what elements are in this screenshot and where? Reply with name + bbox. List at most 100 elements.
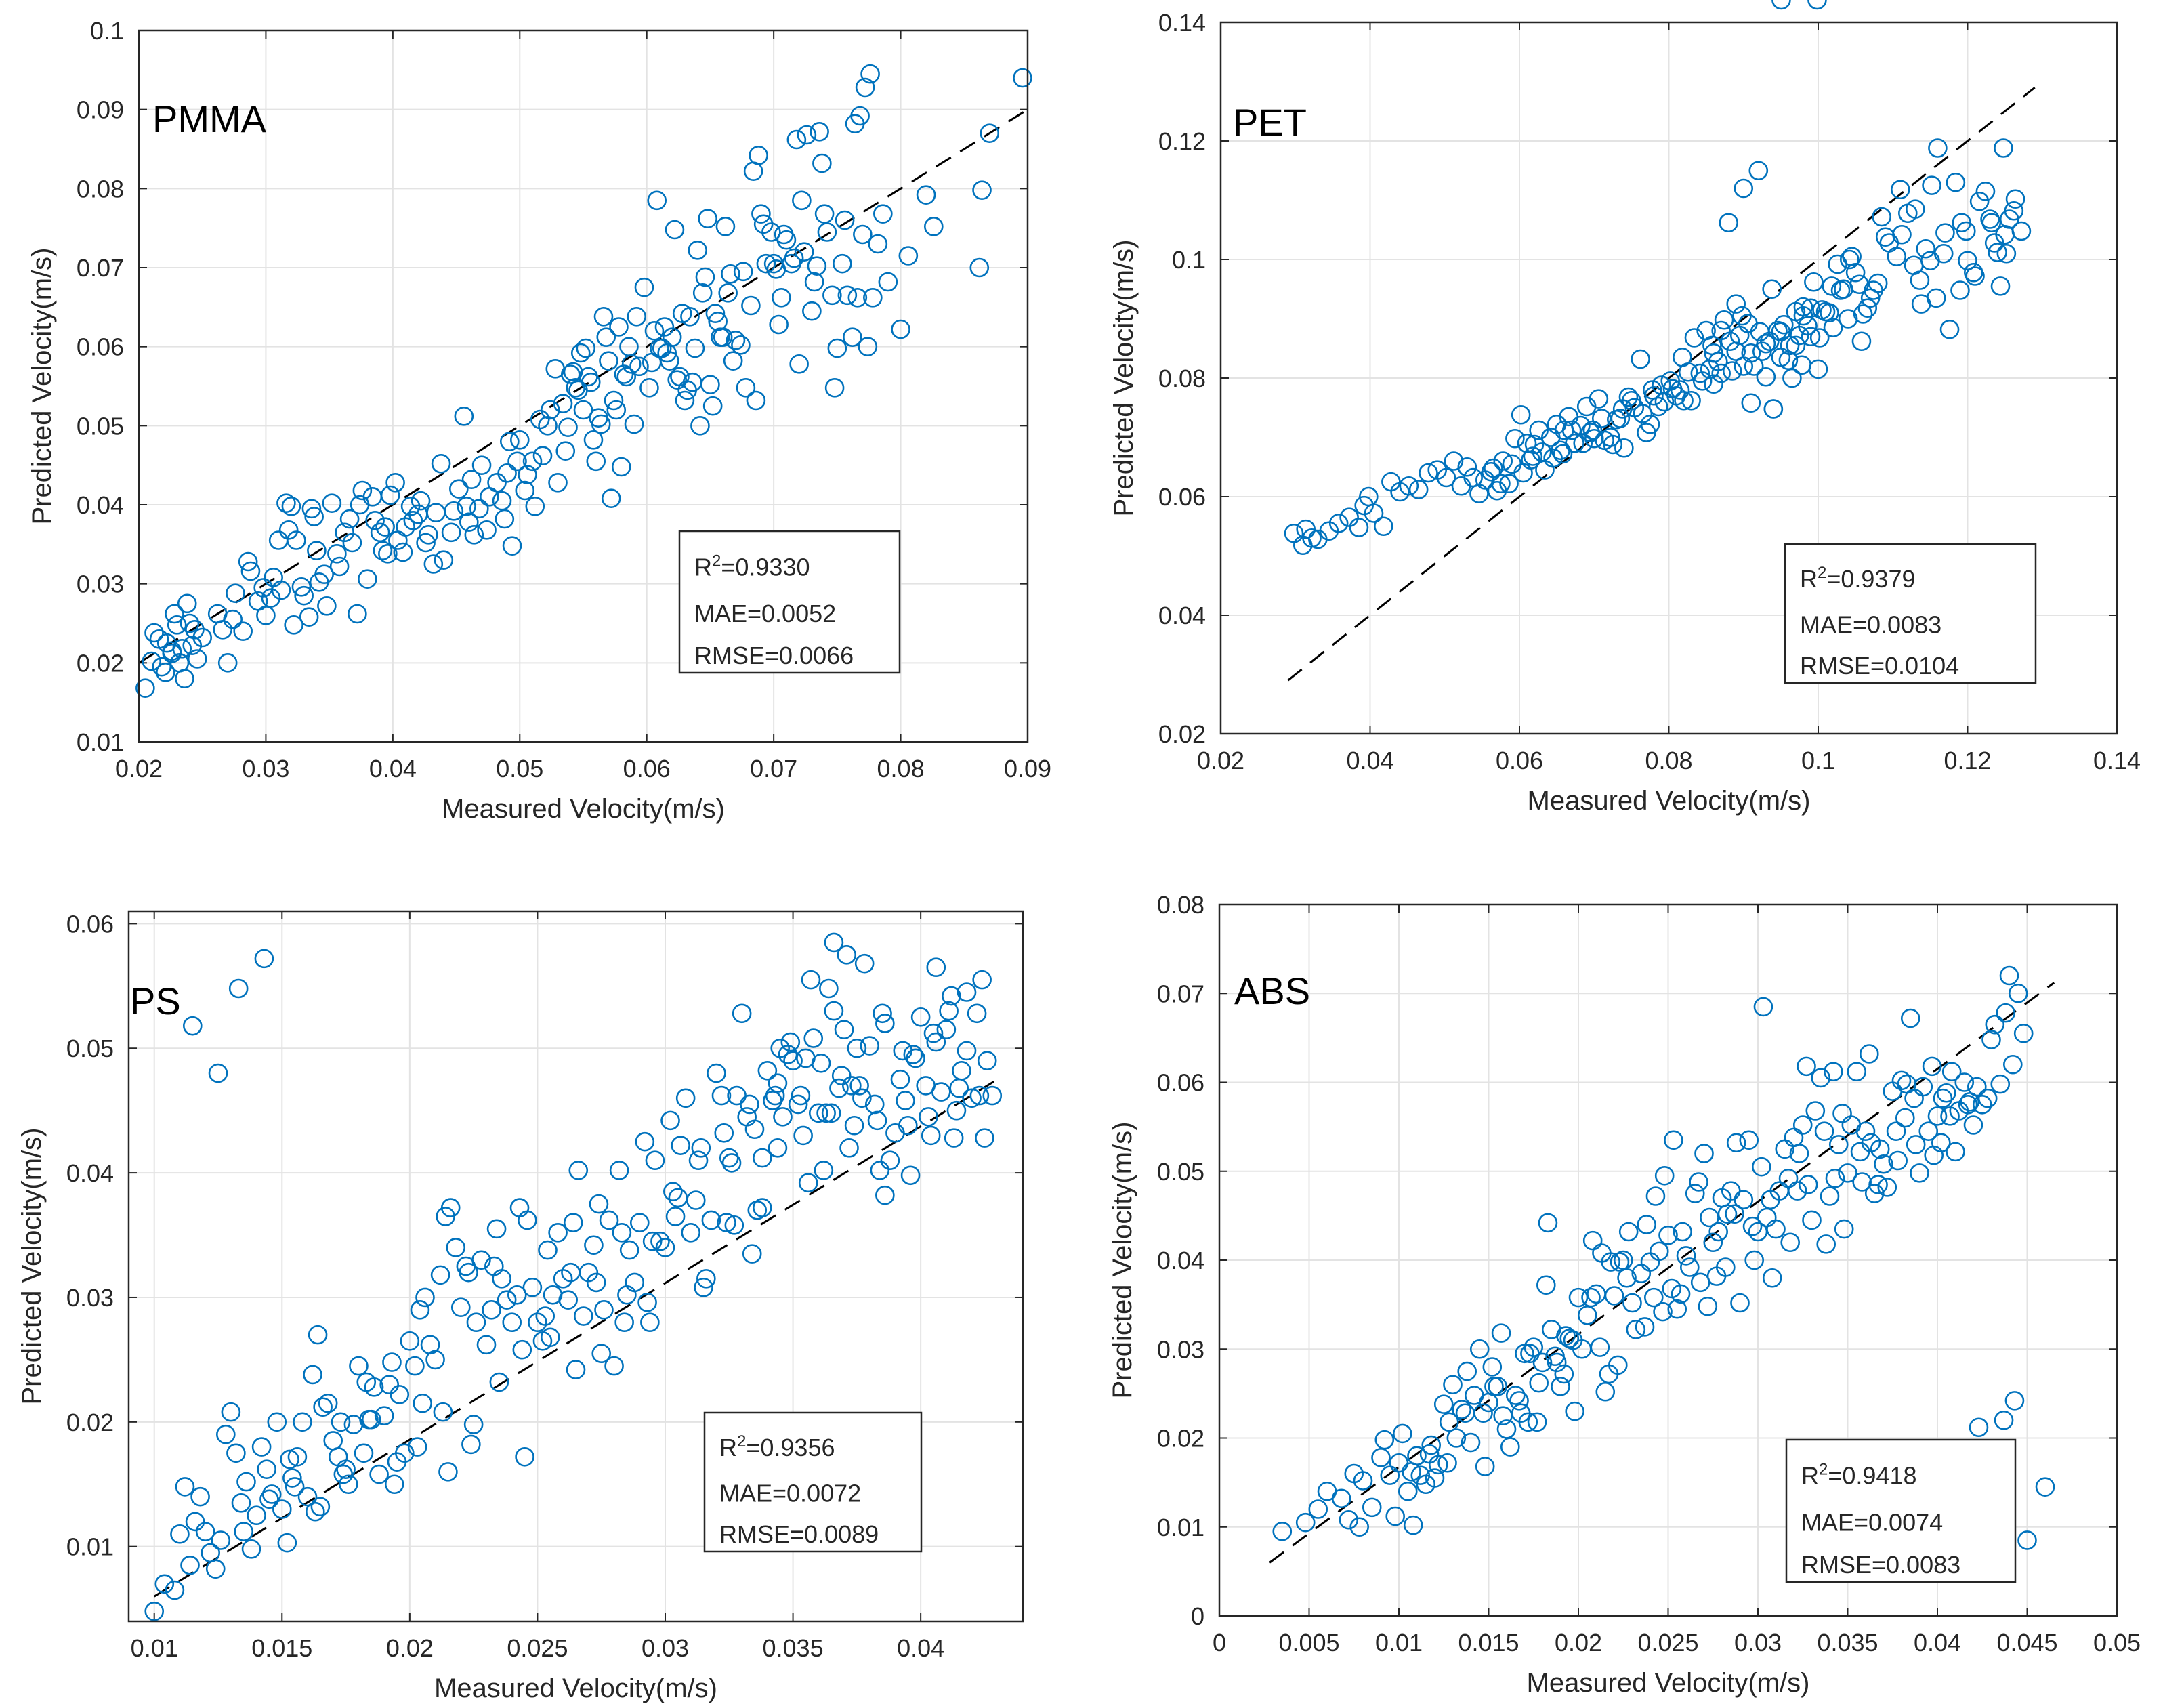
data-point (1820, 303, 1839, 323)
data-point (621, 354, 642, 374)
data-point (307, 541, 327, 560)
data-point (308, 1325, 328, 1345)
data-point (1529, 1373, 1549, 1393)
data-point (1364, 503, 1384, 523)
data-point (690, 416, 710, 436)
data-point (1789, 1144, 1809, 1163)
data-point (875, 1185, 895, 1205)
data-point (195, 1522, 215, 1541)
x-axis-label: Measured Velocity(m/s) (434, 1673, 717, 1703)
stats-box: R2=0.9356 MAE=0.0072 RMSE=0.0089 (703, 1411, 923, 1553)
data-point (1916, 238, 1936, 259)
data-point (1590, 1337, 1610, 1357)
x-tick-label: 0.07 (750, 755, 797, 783)
data-point (711, 1085, 732, 1106)
data-point (233, 621, 253, 641)
data-point (1511, 404, 1531, 425)
x-tick-label: 0.02 (1197, 747, 1244, 774)
data-point (1939, 319, 1960, 339)
data-point (1398, 1481, 1418, 1501)
data-point (1711, 320, 1731, 341)
data-point (1804, 272, 1824, 292)
data-point (576, 338, 596, 358)
data-point (1491, 474, 1511, 494)
data-point (717, 1213, 736, 1232)
data-point (769, 314, 789, 335)
data-point (677, 380, 697, 400)
data-point (512, 1339, 532, 1360)
data-point (532, 446, 553, 465)
data-point (1782, 368, 1802, 388)
data-point (558, 417, 578, 437)
data-point (1551, 1377, 1570, 1396)
data-point (1700, 1207, 1719, 1228)
data-point (1648, 396, 1668, 417)
data-point (1729, 325, 1750, 346)
data-point (1860, 1044, 1879, 1064)
data-point (253, 578, 273, 598)
data-point (816, 1103, 836, 1123)
data-point (499, 432, 520, 451)
fit-line (153, 1078, 999, 1598)
x-tick-label: 0.08 (877, 755, 925, 783)
data-point (1580, 423, 1601, 442)
data-point (773, 1107, 793, 1127)
data-point (584, 1235, 604, 1255)
data-point (1457, 1361, 1477, 1381)
data-point (1726, 1133, 1746, 1153)
data-point (1744, 1250, 1764, 1270)
y-tick-label: 0.08 (77, 175, 124, 203)
data-point (1538, 1213, 1558, 1233)
data-point (413, 1393, 433, 1413)
data-point (497, 463, 517, 483)
chart-panel-pet: 0.02 0.04 0.06 0.08 0.1 0.12 0.14 0.02 0.04 0.06 0… (1109, 9, 2141, 816)
data-point (1689, 1172, 1708, 1192)
data-point (410, 1300, 430, 1320)
data-point (1814, 1121, 1834, 1141)
data-point (814, 204, 835, 224)
data-point (1897, 1074, 1917, 1094)
data-point (365, 511, 385, 530)
x-tick-label: 0 (1213, 1629, 1226, 1657)
data-point (356, 1372, 377, 1392)
mae-value: MAE=0.0083 (1800, 610, 1941, 638)
data-point (390, 1385, 410, 1404)
data-point (1996, 243, 2017, 264)
data-point (208, 1063, 228, 1083)
data-point (1622, 1293, 1642, 1313)
data-point (827, 338, 847, 358)
data-point (792, 190, 812, 211)
data-point (1419, 1444, 1440, 1464)
data-point (1868, 1175, 1888, 1194)
data-point (1830, 280, 1851, 300)
data-point (944, 1128, 964, 1148)
data-point (492, 491, 512, 511)
y-tick-label: 0.04 (77, 491, 124, 519)
data-point (1653, 1301, 1673, 1322)
data-point (231, 1493, 251, 1513)
scatter-series (1272, 0, 2055, 1550)
data-point (1362, 1497, 1382, 1518)
data-point (358, 569, 377, 589)
data-point (1610, 1252, 1630, 1272)
data-point (665, 1207, 686, 1226)
data-point (657, 343, 677, 363)
data-point (433, 1402, 453, 1422)
data-point (152, 657, 172, 677)
data-point (352, 480, 373, 501)
x-tick-label: 0.02 (386, 1634, 434, 1662)
data-point (900, 1165, 921, 1186)
data-point (1561, 420, 1582, 440)
x-tick-label: 0.04 (1914, 1629, 1961, 1657)
data-point (1849, 274, 1869, 295)
data-point (967, 1003, 987, 1024)
y-tick-label: 0.04 (1158, 602, 1206, 629)
y-tick-label: 0.02 (1157, 1425, 1204, 1453)
data-point (570, 343, 591, 363)
data-point (756, 253, 776, 274)
data-point (1922, 1056, 1942, 1077)
data-point (574, 1306, 593, 1326)
data-point (1408, 480, 1429, 499)
data-point (1868, 273, 1888, 293)
panel-label: PS (130, 980, 181, 1022)
